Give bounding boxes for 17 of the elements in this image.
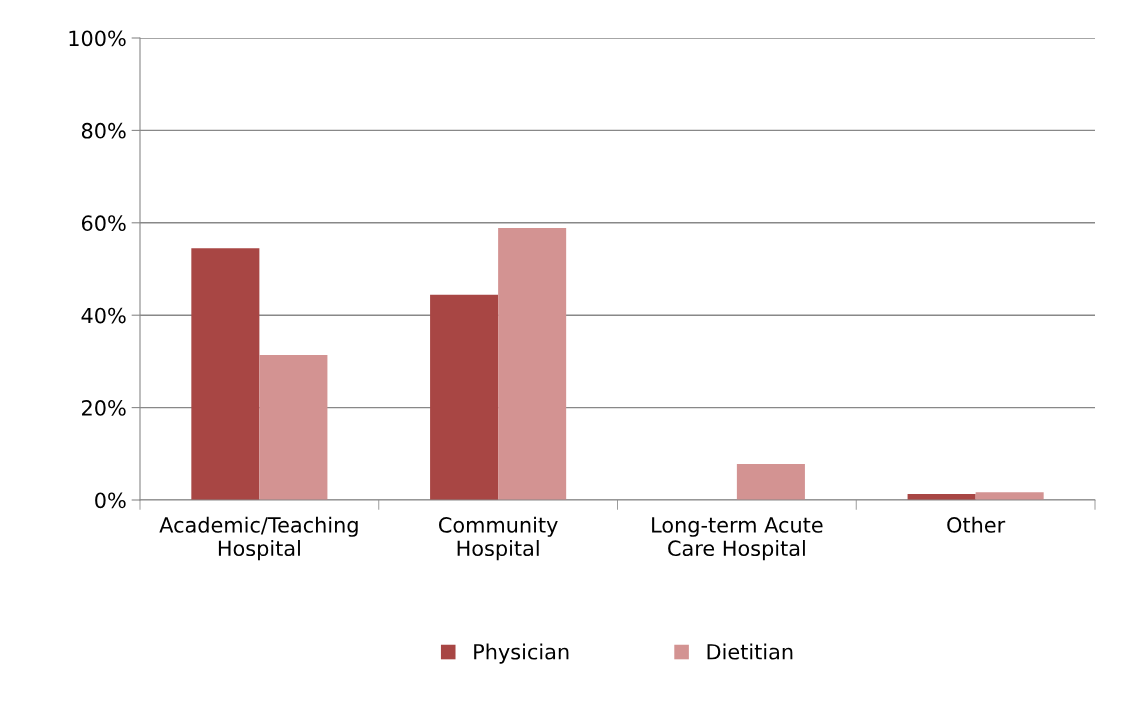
y-tick-label: 40% <box>81 307 126 324</box>
y-tick-label: 80% <box>81 122 126 139</box>
bar <box>191 248 260 500</box>
legend-label: Dietitian <box>707 643 793 660</box>
bar <box>430 294 499 500</box>
x-tick-label: Community Hospital <box>439 516 558 561</box>
y-tick-label: 60% <box>81 215 126 232</box>
y-tick-label: 100% <box>69 30 126 47</box>
y-tick-label: 0% <box>95 492 126 509</box>
y-tick-label: 20% <box>82 400 126 416</box>
x-tick-label: Long-term Acute Care Hospital <box>652 517 823 561</box>
x-tick-label: Other <box>947 516 1006 533</box>
bar <box>736 463 805 500</box>
bar <box>498 227 567 500</box>
legend-label: Physician <box>474 643 569 664</box>
x-tick-label: Academic/Teaching Hospital <box>159 516 358 561</box>
bar <box>259 354 328 500</box>
